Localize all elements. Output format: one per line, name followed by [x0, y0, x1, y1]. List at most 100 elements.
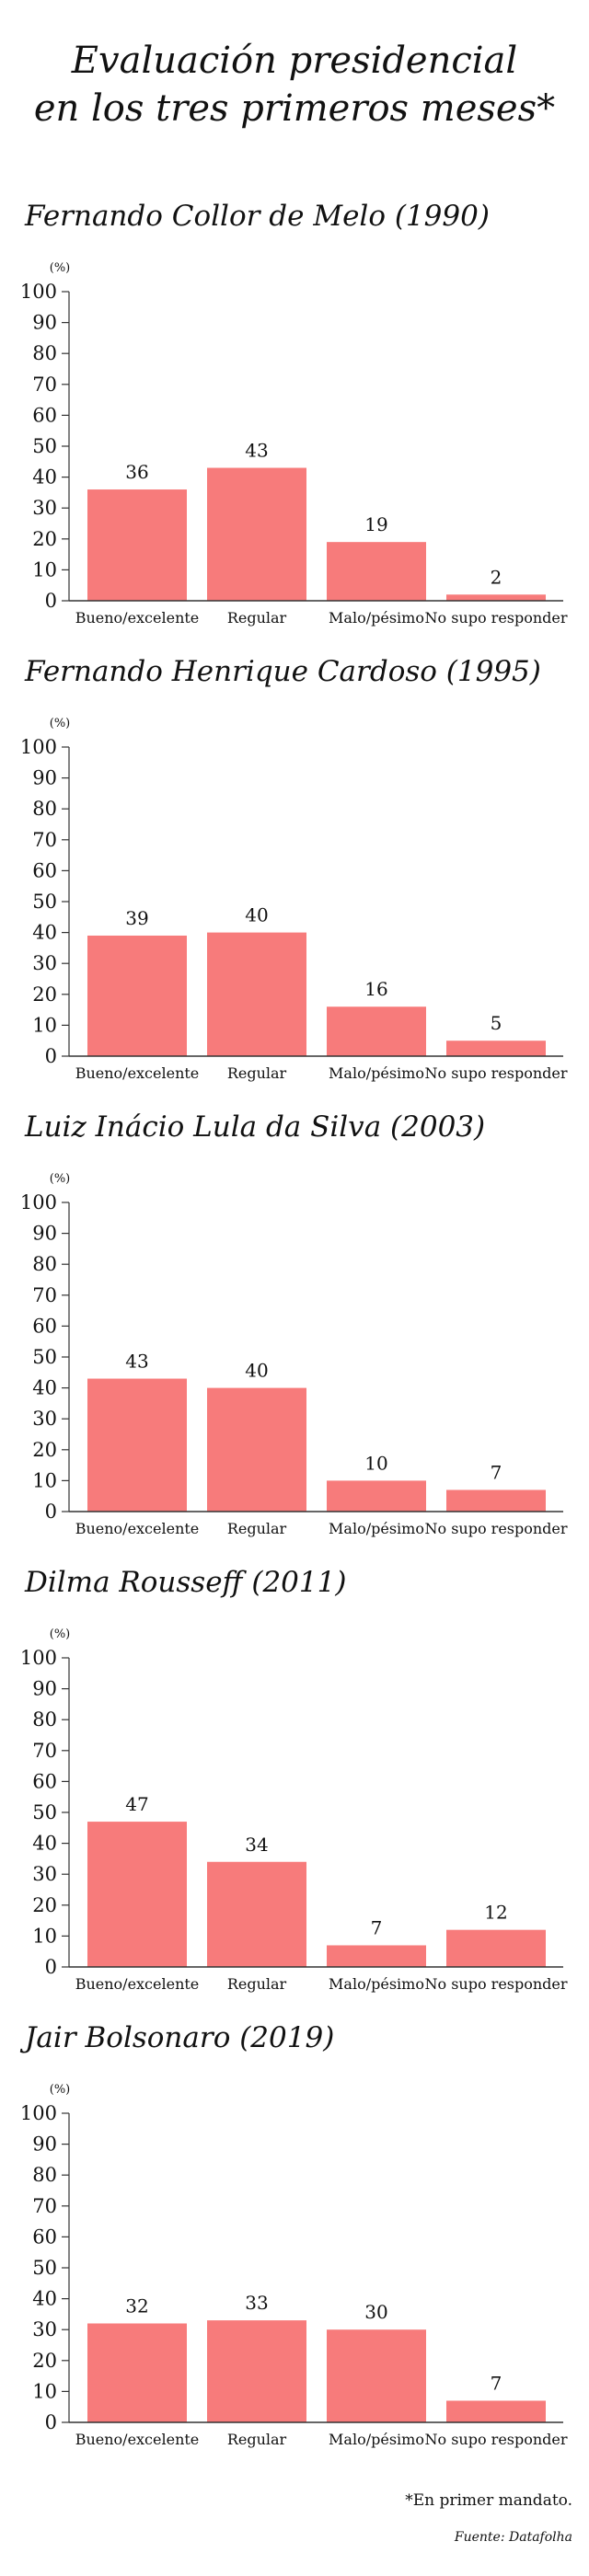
y-tick-label: 20: [32, 2350, 57, 2372]
y-tick-label: 60: [32, 1770, 57, 1792]
bar[interactable]: [327, 1945, 426, 1967]
data-label: 43: [125, 1351, 148, 1373]
bar[interactable]: [87, 489, 187, 601]
y-tick-label: 60: [32, 2225, 57, 2248]
category-label: Regular: [227, 1064, 287, 1082]
category-label: Regular: [227, 2431, 287, 2448]
bar[interactable]: [446, 594, 546, 601]
y-tick-label: 50: [32, 1346, 57, 1368]
data-label: 34: [245, 1834, 268, 1856]
data-label: 12: [484, 1902, 507, 1924]
chart-panel: Luiz Inácio Lula da Silva (2003) (%) 0 10 20…: [0, 1109, 589, 1537]
y-tick-label: 60: [32, 859, 57, 881]
bar[interactable]: [87, 1378, 187, 1512]
chart-title: Fernando Henrique Cardoso (1995): [25, 655, 541, 688]
bar[interactable]: [87, 2323, 187, 2422]
data-label: 7: [371, 1916, 383, 1938]
y-tick-label: 90: [32, 312, 57, 334]
bar-chart: (%) 0 10 20 30 40 50 60 70 80 90 100 47 Bueno/excelen…: [20, 1627, 568, 1993]
chart-panel: Fernando Henrique Cardoso (1995) (%) 0 10 20…: [0, 653, 589, 1082]
y-tick-label: 70: [32, 1740, 57, 1762]
category-label: Bueno/excelente: [75, 2431, 200, 2448]
category-label: No supo responder: [424, 1520, 567, 1537]
y-tick-label: 60: [32, 404, 57, 426]
category-label: Bueno/excelente: [75, 609, 200, 627]
bar[interactable]: [327, 1006, 426, 1056]
y-unit-label: (%): [50, 1627, 71, 1641]
y-tick-label: 0: [45, 590, 57, 612]
bar[interactable]: [327, 2329, 426, 2422]
category-label: Malo/pésimo: [329, 1520, 424, 1537]
data-label: 30: [364, 2301, 387, 2323]
bar[interactable]: [207, 2320, 306, 2422]
bar[interactable]: [87, 935, 187, 1056]
chart-title: Fernando Collor de Melo (1990): [25, 200, 490, 233]
y-tick-label: 30: [32, 1408, 57, 1430]
y-tick-label: 10: [32, 1925, 57, 1947]
data-label: 43: [245, 440, 268, 462]
y-tick-label: 80: [32, 2164, 57, 2186]
data-label: 40: [245, 904, 268, 926]
bar[interactable]: [87, 1822, 187, 1967]
y-tick-label: 100: [20, 736, 57, 758]
y-tick-label: 90: [32, 2133, 57, 2156]
y-tick-label: 40: [32, 466, 57, 489]
chart-title: Luiz Inácio Lula da Silva (2003): [25, 1110, 486, 1144]
bar-chart: (%) 0 10 20 30 40 50 60 70 80 90 100 43 Bueno/excelen…: [20, 1172, 568, 1537]
bar-chart: (%) 0 10 20 30 40 50 60 70 80 90 100 39 Bueno/excelen…: [20, 717, 568, 1082]
y-tick-label: 20: [32, 1894, 57, 1916]
y-tick-label: 90: [32, 1678, 57, 1700]
category-label: Regular: [227, 1975, 287, 1993]
y-tick-label: 30: [32, 2318, 57, 2340]
y-tick-label: 100: [20, 1191, 57, 1213]
data-label: 16: [364, 978, 387, 1000]
y-tick-label: 70: [32, 1284, 57, 1306]
y-tick-label: 10: [32, 558, 57, 581]
chart-panel: Fernando Collor de Melo (1990) (%) 0 10 20 30…: [0, 198, 589, 627]
y-tick-label: 100: [20, 2102, 57, 2124]
bar[interactable]: [207, 932, 306, 1056]
bar-chart: (%) 0 10 20 30 40 50 60 70 80 90 100 36 Bueno/excelen…: [20, 261, 568, 627]
bar[interactable]: [446, 2400, 546, 2422]
bar[interactable]: [446, 1929, 546, 1967]
main-title: Evaluación presidencial en los tres prim…: [0, 37, 589, 132]
category-label: Malo/pésimo: [329, 2431, 424, 2448]
main-title-line2: en los tres primeros meses*: [33, 87, 556, 130]
y-tick-label: 90: [32, 1223, 57, 1245]
bar[interactable]: [327, 1480, 426, 1512]
category-label: No supo responder: [424, 609, 567, 627]
y-tick-label: 40: [32, 1833, 57, 1855]
y-tick-label: 40: [32, 1377, 57, 1399]
y-tick-label: 0: [45, 1045, 57, 1067]
y-tick-label: 20: [32, 1439, 57, 1461]
y-tick-label: 100: [20, 281, 57, 303]
main-title-line1: Evaluación presidencial: [71, 40, 518, 82]
chart-title: Dilma Rousseff (2011): [25, 1566, 347, 1599]
y-tick-label: 50: [32, 435, 57, 457]
bar[interactable]: [446, 1489, 546, 1512]
data-label: 32: [125, 2294, 148, 2317]
data-label: 39: [125, 907, 148, 929]
bar[interactable]: [446, 1041, 546, 1056]
bar[interactable]: [207, 1387, 306, 1512]
chart-panel: Dilma Rousseff (2011) (%) 0 10 20 30 40 50 60 70 8…: [0, 1564, 589, 1993]
y-tick-label: 70: [32, 374, 57, 396]
bar[interactable]: [207, 1861, 306, 1967]
y-tick-label: 80: [32, 1708, 57, 1731]
data-label: 47: [125, 1793, 148, 1815]
y-tick-label: 50: [32, 891, 57, 913]
bar[interactable]: [327, 542, 426, 601]
y-tick-label: 80: [32, 798, 57, 820]
bar[interactable]: [207, 467, 306, 601]
category-label: Regular: [227, 1520, 287, 1537]
y-tick-label: 50: [32, 1801, 57, 1823]
y-tick-label: 70: [32, 2195, 57, 2217]
chart-panel: Jair Bolsonaro (2019) (%) 0 10 20 30 40 50 60 70 8…: [0, 2019, 589, 2448]
category-label: No supo responder: [424, 1064, 567, 1082]
y-tick-label: 70: [32, 829, 57, 851]
bar-chart: (%) 0 10 20 30 40 50 60 70 80 90 100 32 Bueno/excelen…: [20, 2083, 568, 2448]
y-tick-label: 30: [32, 952, 57, 974]
category-label: Malo/pésimo: [329, 1064, 424, 1082]
y-tick-label: 50: [32, 2257, 57, 2279]
category-label: No supo responder: [424, 1975, 567, 1993]
